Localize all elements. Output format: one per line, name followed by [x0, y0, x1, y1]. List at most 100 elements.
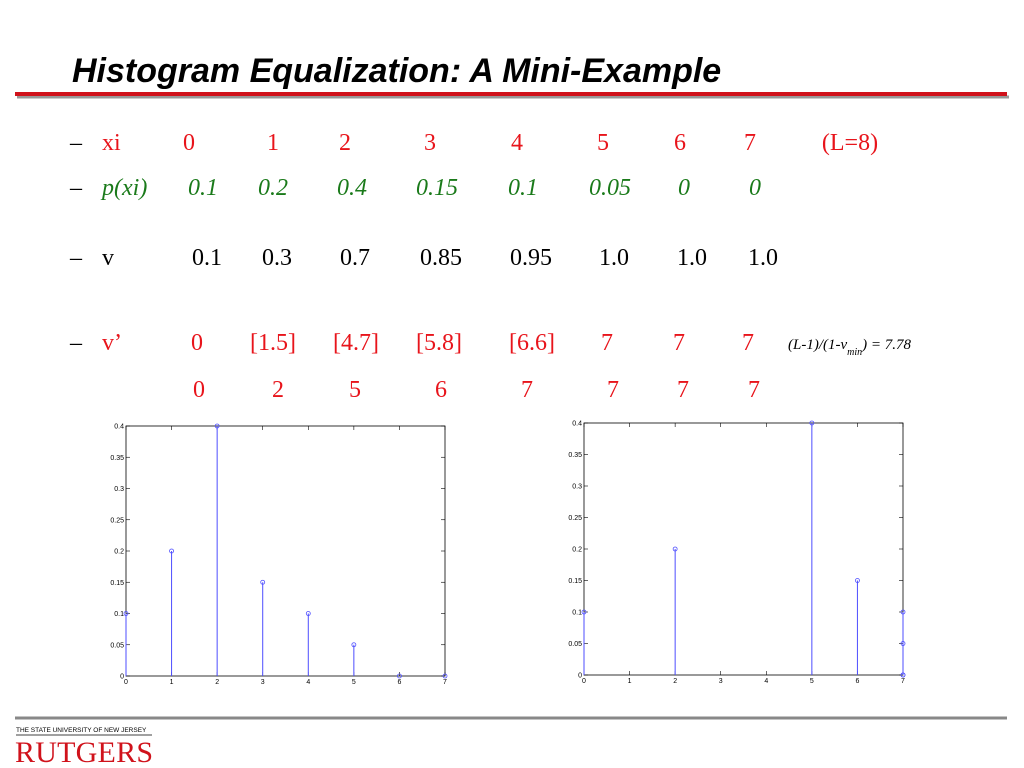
stem-marker: [900, 609, 906, 615]
stem-marker: [855, 578, 860, 583]
stem-marker: [351, 642, 357, 648]
x-tick-label: 2: [673, 678, 677, 685]
row-cell: [6.6]: [509, 330, 555, 356]
x-tick-label: 6: [397, 679, 401, 686]
x-tick-label: 5: [352, 679, 356, 686]
stem-marker: [397, 673, 402, 679]
row-cell: 0.95: [510, 245, 552, 271]
row-cell: 0.4: [337, 175, 367, 201]
x-tick-label: 0: [124, 679, 128, 686]
stem-marker: [260, 579, 266, 585]
footer-name: RUTGERS: [15, 736, 153, 768]
row-label: v: [102, 245, 114, 271]
y-tick-label: 0.4: [572, 421, 582, 428]
row-bullet: –: [69, 175, 83, 201]
row-cell: [1.5]: [250, 330, 296, 356]
x-tick-label: 4: [306, 679, 310, 686]
row-cell: 4: [511, 130, 523, 156]
y-tick-label: 0.35: [568, 452, 582, 459]
y-tick-label: 0.05: [110, 642, 124, 649]
x-tick-label: 0: [582, 678, 586, 685]
x-tick-label: 2: [215, 679, 219, 686]
stem-marker: [442, 673, 448, 679]
stem-marker: [169, 548, 174, 554]
x-tick-label: 6: [855, 678, 859, 685]
y-tick-label: 0.15: [110, 580, 124, 587]
stem-marker: [214, 423, 220, 429]
y-tick-label: 0.2: [114, 549, 124, 556]
row-cell: 0.2: [258, 175, 288, 201]
y-tick-label: 0.3: [114, 486, 124, 493]
row-cell: 0.3: [262, 245, 292, 271]
row-label: v’: [102, 330, 122, 356]
row-cell: 1.0: [599, 245, 629, 271]
formula-part: ) = 7.78: [861, 337, 911, 353]
row-cell: 5: [349, 377, 361, 403]
row-cell: 0.1: [188, 175, 218, 201]
footer-university: THE STATE UNIVERSITY OF NEW JERSEY: [16, 727, 147, 734]
row-cell: 7: [673, 330, 685, 356]
y-tick-label: 0.05: [568, 641, 582, 648]
row-cell: 0.05: [589, 175, 631, 201]
row-cell: 0.15: [416, 175, 458, 201]
row-label: xi: [102, 130, 121, 156]
row-cell: 7: [742, 330, 754, 356]
row-cell: 1.0: [677, 245, 707, 271]
row-cell: 6: [435, 377, 447, 403]
row-cell: 0.85: [420, 245, 462, 271]
formula: (L-1)/(1-vmin) = 7.78: [788, 337, 912, 358]
x-tick-label: 7: [443, 679, 447, 686]
x-tick-label: 1: [170, 679, 174, 686]
x-tick-label: 5: [810, 678, 814, 685]
row-cell: [4.7]: [333, 330, 379, 356]
stem-marker: [305, 611, 311, 616]
y-tick-label: 0: [578, 673, 582, 680]
y-tick-label: 0.25: [568, 515, 582, 522]
row-cell: 0.1: [508, 175, 538, 201]
stem-marker: [672, 546, 678, 552]
row-label: p(xi): [100, 175, 147, 201]
y-tick-label: 0.2: [572, 547, 582, 554]
y-tick-label: 0: [120, 674, 124, 681]
stem-marker: [123, 611, 129, 616]
row-cell: 7: [748, 377, 760, 403]
row-cell: 7: [521, 377, 533, 403]
stem-marker: [900, 672, 906, 678]
plot-frame: [583, 422, 904, 676]
x-tick-label: 3: [261, 679, 265, 686]
y-tick-label: 0.1: [114, 611, 124, 618]
row-cell: 0: [193, 377, 205, 403]
x-tick-label: 1: [628, 678, 632, 685]
stem-marker: [809, 420, 815, 426]
row-cell: 0: [678, 175, 690, 201]
row-cell: [5.8]: [416, 330, 462, 356]
x-tick-label: 7: [901, 678, 905, 685]
x-tick-label: 4: [764, 678, 768, 685]
row-cell: 7: [677, 377, 689, 403]
row-cell: 3: [424, 130, 436, 156]
y-tick-label: 0.1: [572, 610, 582, 617]
stem-marker: [581, 609, 587, 615]
formula-part: (L-1)/(1-v: [788, 337, 847, 353]
row-cell: 7: [607, 377, 619, 403]
row-cell: 7: [744, 130, 756, 156]
slide-title: Histogram Equalization: A Mini-Example: [72, 52, 721, 90]
y-tick-label: 0.3: [572, 484, 582, 491]
row-cell: 0: [749, 175, 761, 201]
x-tick-label: 3: [719, 678, 723, 685]
row-cell: 2: [272, 377, 284, 403]
row-cell: 2: [339, 130, 351, 156]
row-cell: 6: [674, 130, 686, 156]
row-cell: 1.0: [748, 245, 778, 271]
row-bullet: –: [69, 245, 83, 271]
formula-part: min: [847, 347, 862, 358]
y-tick-label: 0.4: [114, 424, 124, 431]
row-bullet: –: [69, 330, 83, 356]
y-tick-label: 0.25: [110, 517, 124, 524]
row-cell: 7: [601, 330, 613, 356]
row-cell: 5: [597, 130, 609, 156]
row-note: (L=8): [822, 130, 878, 156]
stem-marker: [900, 641, 906, 646]
y-tick-label: 0.35: [110, 455, 124, 462]
